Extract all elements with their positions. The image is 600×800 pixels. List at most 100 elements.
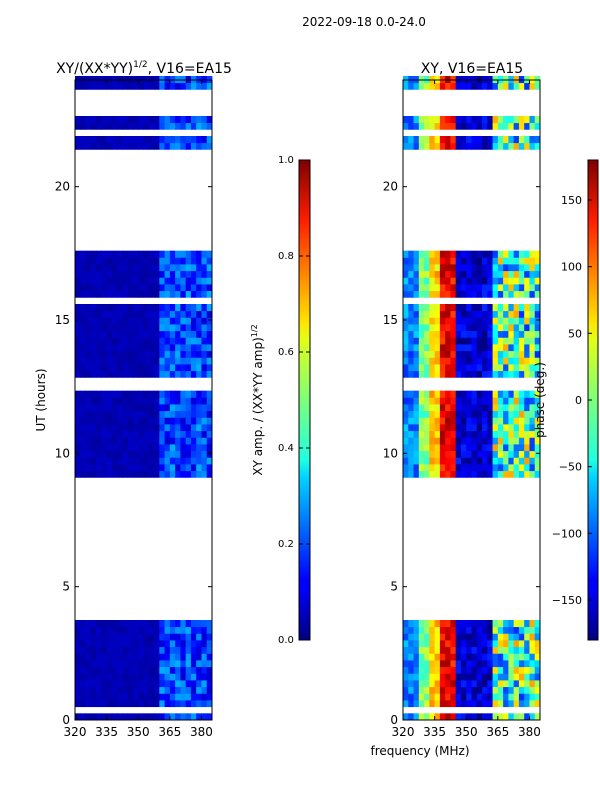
heatmap-cell: [90, 666, 97, 674]
heatmap-cell: [143, 464, 150, 472]
heatmap-cell: [169, 457, 176, 465]
heatmap-cell: [482, 417, 488, 425]
heatmap-cell: [508, 122, 515, 130]
heatmap-cell: [497, 417, 504, 425]
heatmap-cell: [127, 626, 134, 634]
heatmap-cell: [164, 310, 171, 318]
heatmap-cell: [487, 310, 493, 318]
heatmap-cell: [175, 257, 181, 265]
heatmap-cell: [159, 430, 165, 438]
heatmap-cell: [508, 310, 515, 318]
heatmap-cell: [175, 653, 181, 661]
heatmap-cell: [513, 317, 520, 325]
heatmap-cell: [90, 673, 97, 681]
heatmap-cell: [439, 693, 446, 701]
heatmap-cell: [75, 136, 81, 144]
heatmap-cell: [413, 116, 420, 124]
heatmap-cell: [101, 397, 108, 405]
heatmap-cell: [482, 700, 488, 708]
heatmap-cell: [492, 136, 499, 144]
heatmap-cell: [455, 370, 462, 378]
heatmap-cell: [106, 620, 113, 628]
heatmap-cell: [190, 257, 197, 265]
heatmap-cell: [450, 450, 457, 458]
heatmap-cell: [487, 410, 493, 418]
heatmap-cell: [90, 404, 97, 412]
heatmap-cell: [117, 693, 123, 701]
heatmap-cell: [471, 633, 478, 641]
heatmap-cell: [418, 417, 425, 425]
heatmap-cell: [185, 424, 192, 432]
heatmap-cell: [111, 344, 118, 352]
heatmap-cell: [190, 350, 197, 358]
heatmap-cell: [206, 82, 213, 90]
amplitude-colorbar-gradient: [298, 159, 311, 641]
heatmap-cell: [524, 370, 530, 378]
heatmap-cell: [132, 82, 139, 90]
heatmap-cell: [117, 450, 123, 458]
heatmap-cell: [455, 142, 462, 150]
heatmap-cell: [424, 620, 430, 628]
heatmap-cell: [487, 290, 493, 298]
heatmap-cell: [476, 317, 483, 325]
heatmap-cell: [487, 464, 493, 472]
heatmap-cell: [482, 673, 488, 681]
heatmap-cell: [90, 437, 97, 445]
heatmap-cell: [476, 424, 483, 432]
heatmap-cell: [132, 700, 139, 708]
heatmap-cell: [529, 404, 536, 412]
heatmap-cell: [80, 633, 86, 641]
heatmap-cell: [487, 304, 493, 312]
heatmap-cell: [487, 370, 493, 378]
heatmap-cell: [508, 344, 515, 352]
heatmap-cell: [201, 464, 208, 472]
heatmap-cell: [122, 620, 129, 628]
heatmap-cell: [450, 626, 457, 634]
heatmap-cell: [434, 324, 441, 332]
heatmap-cell: [169, 633, 176, 641]
heatmap-cell: [487, 673, 493, 681]
heatmap-cell: [513, 337, 520, 345]
heatmap-cell: [497, 700, 504, 708]
heatmap-cell: [143, 142, 150, 150]
heatmap-cell: [445, 364, 451, 372]
heatmap-cell: [534, 417, 541, 425]
heatmap-cell: [143, 646, 150, 654]
heatmap-cell: [492, 116, 499, 124]
heatmap-cell: [508, 626, 515, 634]
heatmap-cell: [487, 457, 493, 465]
heatmap-cell: [429, 290, 436, 298]
heatmap-cell: [492, 270, 499, 278]
heatmap-cell: [503, 693, 509, 701]
heatmap-cell: [206, 270, 213, 278]
heatmap-cell: [90, 430, 97, 438]
heatmap-cell: [138, 626, 144, 634]
heatmap-cell: [518, 646, 525, 654]
heatmap-cell: [190, 437, 197, 445]
heatmap-cell: [138, 350, 144, 358]
heatmap-cell: [408, 142, 414, 150]
heatmap-cell: [418, 404, 425, 412]
heatmap-cell: [471, 317, 478, 325]
heatmap-cell: [466, 136, 472, 144]
heatmap-cell: [508, 450, 515, 458]
heatmap-cell: [111, 330, 118, 338]
heatmap-cell: [111, 620, 118, 628]
heatmap-cell: [403, 284, 409, 292]
heatmap-cell: [106, 350, 113, 358]
heatmap-cell: [206, 390, 213, 398]
heatmap-cell: [148, 680, 155, 688]
heatmap-cell: [482, 390, 488, 398]
heatmap-cell: [403, 270, 409, 278]
heatmap-cell: [190, 450, 197, 458]
heatmap-cell: [196, 410, 202, 418]
heatmap-cell: [445, 673, 451, 681]
heatmap-cell: [132, 680, 139, 688]
heatmap-cell: [201, 410, 208, 418]
heatmap-cell: [101, 633, 108, 641]
heatmap-cell: [503, 357, 509, 365]
heatmap-cell: [75, 270, 81, 278]
heatmap-cell: [90, 640, 97, 648]
heatmap-cell: [450, 264, 457, 272]
heatmap-cell: [418, 257, 425, 265]
